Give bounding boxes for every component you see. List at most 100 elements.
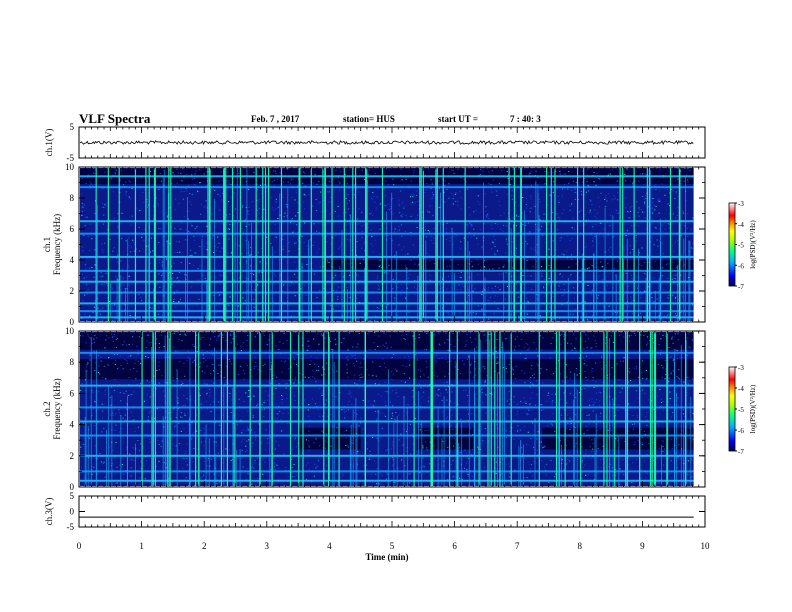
noise-speck [452,333,454,335]
noise-speck [102,223,105,225]
noise-speck [668,168,671,169]
noise-speck [649,211,651,213]
noise-speck [539,335,541,337]
noise-speck [287,412,289,414]
noise-speck [339,182,341,184]
noise-speck [555,170,557,172]
noise-speck [374,411,377,413]
noise-speck [676,215,678,217]
noise-speck [302,182,304,184]
noise-speck [148,386,150,388]
noise-speck [588,190,590,192]
noise-speck [249,254,251,256]
noise-speck [81,202,83,204]
noise-speck [372,361,374,363]
noise-speck [100,356,102,358]
noise-speck [153,218,155,220]
noise-speck [544,293,547,295]
noise-speck [391,198,393,200]
noise-speck [122,278,125,280]
noise-speck [382,358,384,360]
noise-speck [287,379,289,381]
noise-speck [467,188,469,190]
noise-speck [244,318,246,320]
noise-speck [389,238,391,240]
noise-speck [370,243,372,245]
noise-speck [420,475,422,477]
noise-speck [210,338,212,340]
noise-speck [586,320,588,321]
noise-speck [515,252,518,254]
noise-speck [667,263,669,265]
noise-speck [263,319,265,321]
noise-speck [442,423,444,425]
noise-speck [628,403,630,405]
noise-speck [242,231,245,233]
noise-speck [526,444,528,446]
noise-speck [628,306,630,308]
noise-speck [200,290,202,292]
noise-speck [584,334,587,336]
noise-speck [172,273,174,275]
noise-speck [120,170,122,172]
noise-speck [123,474,125,476]
noise-speck [272,221,274,223]
noise-speck [515,250,517,252]
noise-speck [452,194,455,196]
noise-speck [328,261,330,263]
noise-speck [644,217,647,219]
noise-speck [155,227,157,229]
noise-speck [305,185,307,187]
noise-speck [196,226,198,228]
noise-speck [674,444,677,446]
noise-speck [430,239,432,241]
noise-speck [527,301,529,303]
noise-speck [107,364,109,366]
noise-speck [111,257,113,259]
noise-speck [218,209,221,211]
noise-speck [670,308,672,310]
noise-speck [303,242,305,244]
noise-speck [226,365,228,367]
noise-speck [319,415,321,417]
noise-speck [608,249,610,251]
noise-speck [361,428,364,430]
noise-speck [87,362,89,364]
noise-speck [128,180,130,182]
noise-speck [379,253,381,255]
noise-speck [609,214,612,216]
noise-speck [371,290,374,292]
noise-speck [387,272,389,274]
noise-speck [670,439,673,441]
noise-speck [498,267,500,269]
noise-speck [525,240,527,242]
noise-speck [314,403,317,405]
noise-speck [658,482,660,484]
noise-speck [478,174,480,176]
noise-speck [584,388,586,390]
noise-speck [189,231,191,233]
noise-speck [427,429,429,431]
noise-speck [96,473,98,475]
noise-speck [460,208,462,210]
noise-speck [289,304,291,306]
noise-speck [290,179,292,181]
noise-speck [680,311,682,313]
noise-speck [599,223,601,225]
noise-speck [258,199,260,201]
noise-speck [487,300,490,302]
noise-speck [686,213,689,215]
noise-speck [158,228,160,230]
noise-speck [149,251,152,253]
noise-speck [629,468,631,470]
noise-speck [560,288,562,290]
noise-speck [456,234,458,236]
noise-speck [103,206,105,208]
noise-speck [356,360,358,362]
noise-speck [541,460,543,462]
noise-speck [386,347,388,349]
noise-speck [599,416,601,418]
noise-speck [81,245,83,247]
noise-speck [682,212,684,214]
